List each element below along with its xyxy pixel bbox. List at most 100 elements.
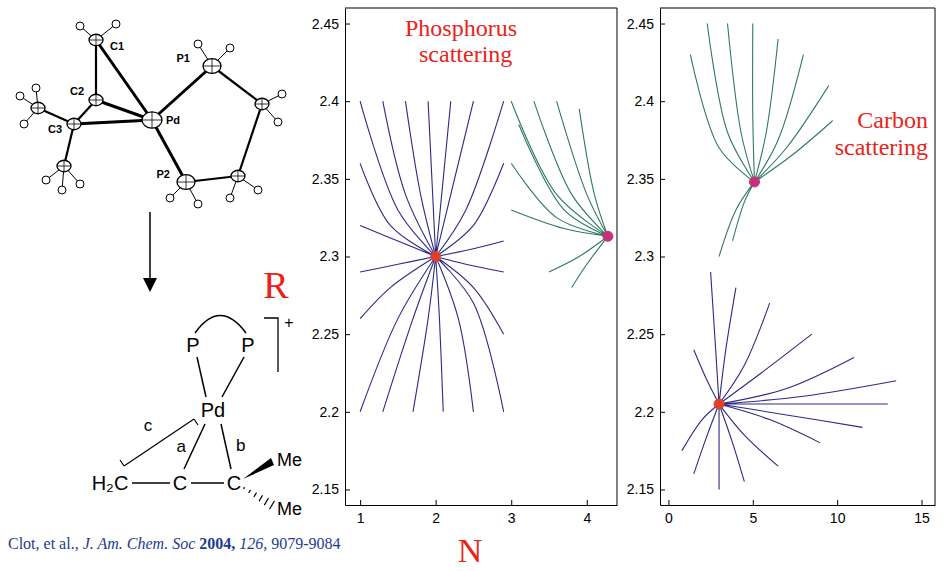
bracket-c-end bbox=[194, 419, 198, 425]
y-axis-tick-mark bbox=[660, 101, 665, 102]
x-axis-tick-label: 2 bbox=[432, 510, 440, 526]
atom bbox=[231, 170, 245, 181]
arrow-head bbox=[143, 278, 157, 292]
atom-principal-axis bbox=[152, 112, 153, 128]
y-axis-tick: 2.2 bbox=[635, 404, 665, 420]
atom-principal-axis bbox=[186, 175, 187, 190]
ligand-atom: P bbox=[241, 334, 254, 356]
citation: Clot, et al.,J. Am. Chem. Soc2004,126,90… bbox=[8, 535, 341, 552]
x-axis-line bbox=[661, 505, 936, 506]
atom bbox=[142, 112, 162, 128]
citation-pages: 9079-9084 bbox=[271, 535, 340, 552]
x-axis-tick-mark bbox=[837, 500, 838, 505]
hydrogen-atom bbox=[16, 92, 24, 100]
y-axis: 2.152.22.252.32.352.42.45 bbox=[312, 9, 350, 506]
bond-c-c bbox=[132, 482, 170, 484]
point bbox=[749, 177, 759, 187]
atom bbox=[31, 102, 45, 113]
bond-c-c bbox=[191, 482, 224, 484]
x-axis-title: N bbox=[458, 532, 483, 569]
atom bbox=[67, 118, 81, 129]
plot-area bbox=[660, 8, 935, 505]
methyl: Me bbox=[277, 499, 302, 519]
atom-ellipsoid bbox=[142, 112, 162, 128]
bond bbox=[95, 40, 97, 100]
x-axis-tick-label: 0 bbox=[665, 510, 673, 526]
y-axis-tick-mark bbox=[660, 179, 665, 180]
atom-label: C1 bbox=[110, 40, 124, 52]
y-axis-tick: 2.35 bbox=[627, 171, 665, 187]
hydrogen-atom bbox=[20, 120, 28, 128]
x-axis-tick: 1 bbox=[357, 500, 365, 526]
bond-pd-p bbox=[222, 357, 244, 397]
atom-label-group: P2 bbox=[156, 167, 171, 181]
bond-pd-c bbox=[184, 424, 205, 469]
y-axis-tick-mark bbox=[345, 489, 350, 490]
y-axis: 2.152.22.252.32.352.42.45 bbox=[627, 9, 665, 506]
panel-title-group: Carbonscattering bbox=[833, 105, 930, 162]
y-axis-title: R bbox=[263, 264, 289, 306]
trajectory-bundle bbox=[682, 272, 896, 489]
atom bbox=[89, 94, 103, 105]
label-background bbox=[833, 105, 930, 162]
hydrogen-atom bbox=[112, 20, 120, 28]
charge: + bbox=[284, 314, 293, 331]
frame bbox=[935, 8, 936, 505]
y-axis-tick-mark bbox=[345, 334, 350, 335]
bond bbox=[96, 40, 152, 120]
page: C1C2C3P1P2PdPP+PdH₂CCCcabMeMe2.152.22.25… bbox=[0, 0, 950, 571]
atom-principal-axis bbox=[262, 98, 263, 109]
label-background bbox=[165, 113, 181, 127]
frame bbox=[617, 8, 618, 505]
y-axis-tick-label: 2.4 bbox=[635, 93, 655, 109]
atom-principal-axis bbox=[96, 94, 97, 105]
bond-label: a bbox=[177, 437, 187, 456]
panel-title-group: Phosphorusscattering bbox=[403, 13, 519, 69]
y-axis-tick-mark bbox=[660, 489, 665, 490]
hydrogen-atom bbox=[278, 90, 286, 98]
point bbox=[431, 252, 441, 262]
y-axis-tick: 2.3 bbox=[320, 248, 350, 264]
y-axis-tick-mark bbox=[345, 179, 350, 180]
frame bbox=[660, 8, 935, 9]
y-axis-tick-label: 2.45 bbox=[312, 16, 339, 32]
x-axis-tick: 4 bbox=[583, 500, 591, 526]
atom-principal-axis bbox=[212, 59, 213, 74]
x-axis-tick: 10 bbox=[830, 500, 846, 526]
carbon: C bbox=[173, 472, 187, 494]
atom-label: C2 bbox=[70, 85, 84, 97]
y-axis-tick: 2.2 bbox=[320, 404, 350, 420]
y-axis-tick-mark bbox=[660, 257, 665, 258]
hydrogen-atom bbox=[166, 194, 174, 202]
figure: C1C2C3P1P2PdPP+PdH₂CCCcabMeMe2.152.22.25… bbox=[0, 0, 950, 571]
y-axis-tick-label: 2.25 bbox=[627, 326, 654, 342]
atom-label: Pd bbox=[166, 114, 180, 126]
atom-ellipsoid bbox=[31, 102, 45, 113]
label-background bbox=[69, 84, 85, 98]
y-axis-tick-label: 2.35 bbox=[312, 171, 339, 187]
bond-pd-p bbox=[197, 357, 206, 397]
hydrogen-atom bbox=[194, 200, 202, 208]
x-axis-tick: 5 bbox=[749, 500, 757, 526]
y-axis-tick-mark bbox=[345, 24, 350, 25]
bracket-c bbox=[124, 419, 194, 466]
y-axis-tick: 2.45 bbox=[627, 16, 665, 32]
ligand-atom: P bbox=[186, 334, 199, 356]
arrow-shaft bbox=[149, 212, 151, 282]
label-background bbox=[109, 39, 125, 53]
bond bbox=[64, 124, 74, 166]
hash-bond bbox=[264, 498, 268, 505]
atom-label: P2 bbox=[157, 168, 170, 180]
y-axis-tick-mark bbox=[345, 412, 350, 413]
citation-volume: 126, bbox=[239, 535, 267, 552]
x-axis-tick-mark bbox=[753, 500, 754, 505]
hydrogen-atom bbox=[32, 84, 40, 92]
atom-label: P1 bbox=[177, 52, 190, 64]
x-axis-tick-mark bbox=[668, 500, 669, 505]
atom bbox=[177, 175, 195, 190]
methyl: Me bbox=[277, 450, 302, 470]
y-axis-tick-label: 2.35 bbox=[627, 171, 654, 187]
y-axis-tick-label: 2.3 bbox=[320, 248, 340, 264]
hash-bond bbox=[270, 501, 275, 510]
panel: 2.152.22.252.32.352.42.451234Phosphoruss… bbox=[312, 8, 618, 526]
